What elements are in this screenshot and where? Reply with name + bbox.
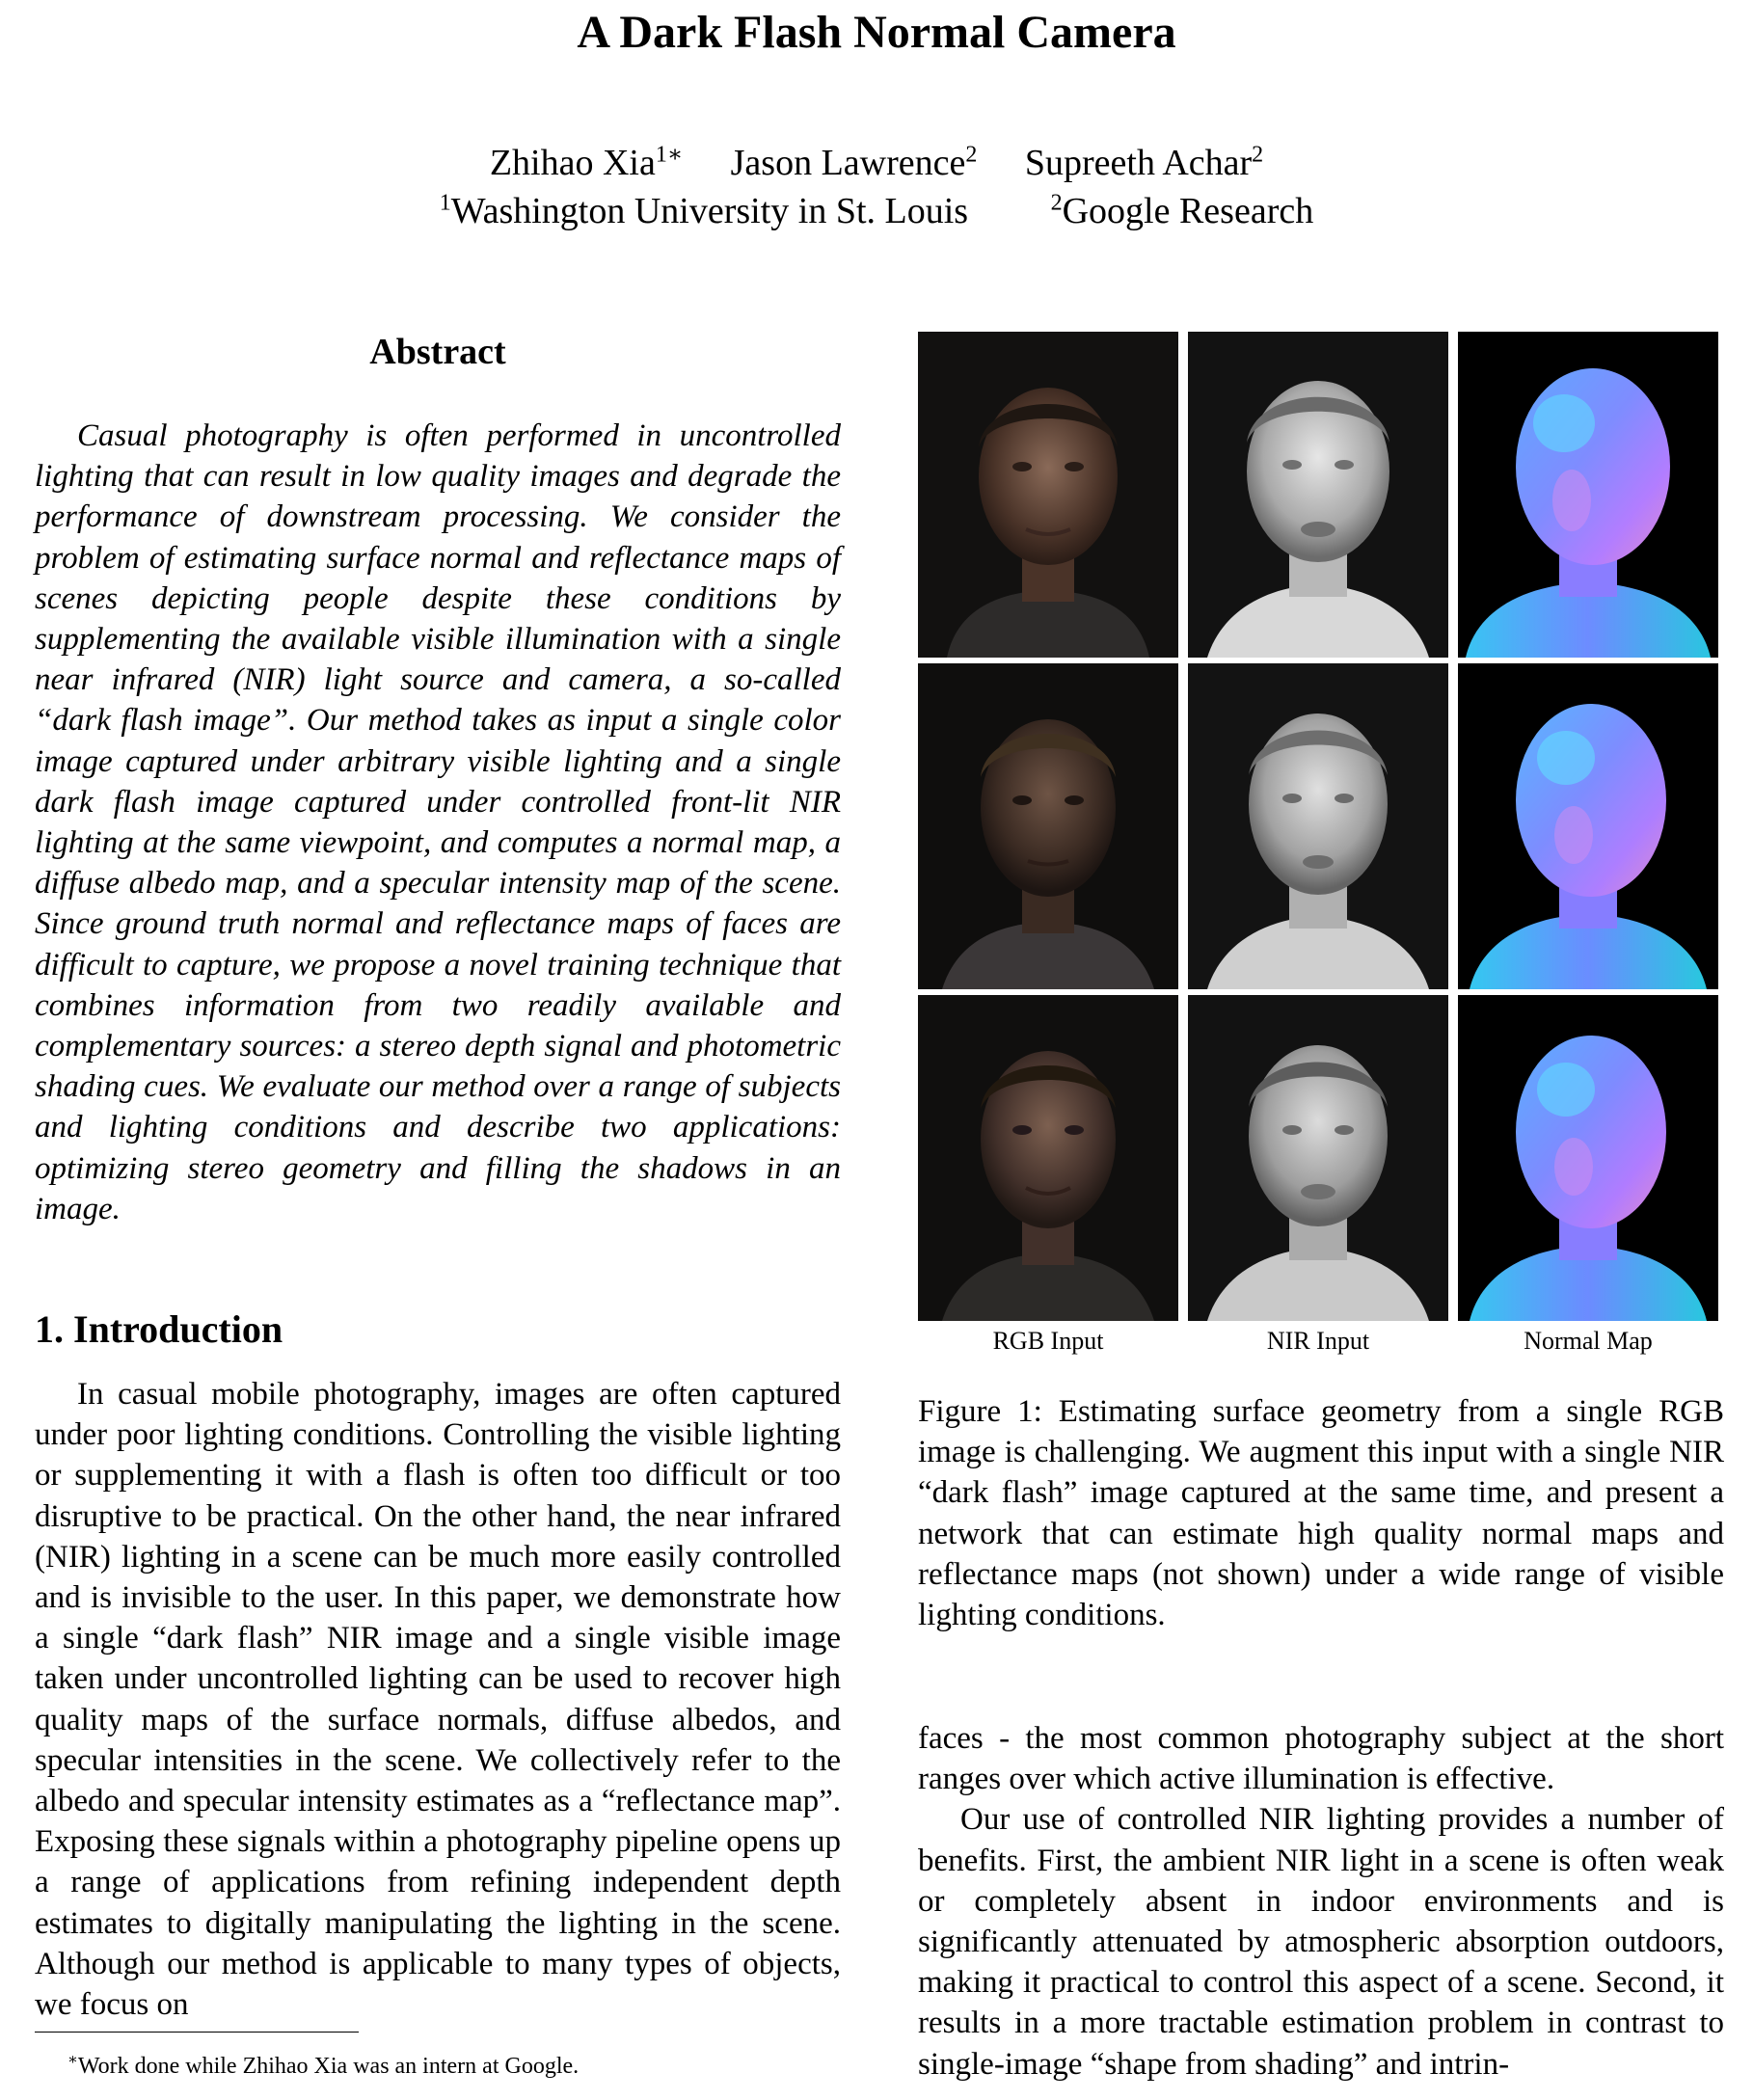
footnote: ∗Work done while Zhihao Xia was an inter… [67,2052,580,2079]
rgb-face-image [918,332,1178,658]
intro-continuation: faces - the most common photography subj… [918,1721,1724,1797]
author-3: Supreeth Achar2 [1024,142,1264,183]
affiliation-2: 2Google Research [1050,190,1314,231]
paper-title: A Dark Flash Normal Camera [577,7,1176,58]
author-1: Zhihao Xia1∗ [489,142,684,183]
normal-map-image [1458,332,1718,658]
abstract-heading: Abstract [369,332,506,372]
label-normal-map: Normal Map [1524,1327,1653,1355]
nir-face-image [1188,332,1448,658]
figure-column-labels: RGB Input NIR Input Normal Map [918,1325,1724,1358]
rgb-face-image [918,995,1178,1321]
introduction-heading: 1. Introduction [35,1307,283,1351]
affiliation-1: 1Washington University in St. Louis [439,190,969,231]
label-nir-input: NIR Input [1266,1327,1370,1355]
normal-map-image [1458,995,1718,1321]
intro-paragraph-2: Our use of controlled NIR lighting provi… [918,1802,1724,2082]
figure-1-caption: Figure 1: Estimating surface geometry fr… [918,1394,1724,1633]
right-column-text: faces - the most common photography subj… [918,1718,1724,2085]
affiliations: 1Washington University in St. Louis 2Goo… [0,187,1753,235]
normal-map-image [1458,663,1718,989]
abstract-text: Casual photography is often performed in… [35,418,841,1226]
introduction-text: In casual mobile photography, images are… [35,1377,841,2023]
author-2: Jason Lawrence2 [730,142,978,183]
nir-face-image [1188,995,1448,1321]
nir-face-image [1188,663,1448,989]
label-rgb-input: RGB Input [992,1327,1104,1355]
rgb-face-image [918,663,1178,989]
author-block: Zhihao Xia1∗ Jason Lawrence2 Supreeth Ac… [0,139,1753,235]
figure-1-image-grid [918,332,1724,1321]
author-names: Zhihao Xia1∗ Jason Lawrence2 Supreeth Ac… [0,139,1753,187]
footnote-rule [35,2032,359,2033]
